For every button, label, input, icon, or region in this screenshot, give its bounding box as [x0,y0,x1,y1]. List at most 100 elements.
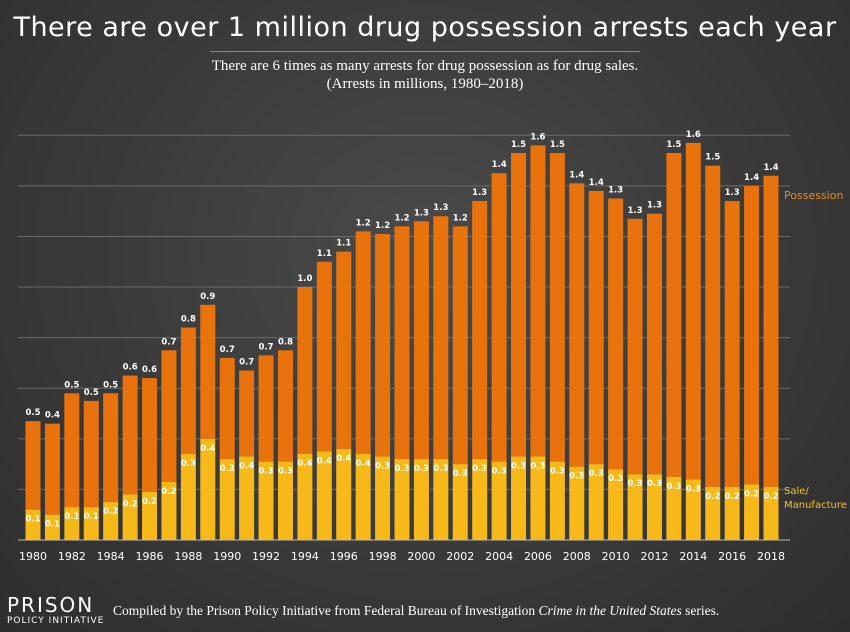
chart-title: There are over 1 million drug possession… [13,12,837,43]
sale-bar [685,479,701,540]
possession-bar [705,165,721,487]
possession-value-label: 1.4 [744,173,759,183]
possession-value-label: 1.3 [472,188,487,198]
possession-bar [666,153,682,477]
possession-bar [413,221,429,460]
sale-value-label: 0.3 [550,467,565,477]
possession-bar [83,400,99,508]
sale-bar [142,491,158,540]
sale-bar [724,486,740,540]
sale-value-label: 0.4 [297,459,312,469]
sale-value-label: 0.3 [589,469,604,479]
prison-policy-logo: PRISON POLICY INITIATIVE [7,594,104,627]
sale-value-label: 0.3 [666,482,681,492]
possession-bar [122,375,138,495]
possession-value-label: 0.7 [239,358,254,368]
sale-value-label: 0.2 [142,497,157,507]
sale-value-label: 0.2 [725,492,740,502]
x-tick-label: 2010 [602,550,630,563]
source-italic: Crime in the United States [538,603,682,618]
sale-value-label: 0.3 [414,464,429,474]
sale-value-label: 0.1 [84,512,99,522]
possession-value-label: 1.3 [414,208,429,218]
sale-value-label: 0.4 [356,459,371,469]
legend-possession: Possession [784,189,843,202]
sale-value-label: 0.3 [530,462,545,472]
possession-bar [472,201,488,460]
possession-bar [433,216,449,460]
possession-bar [180,327,196,454]
possession-value-label: 0.4 [45,411,60,421]
sale-bar [277,461,293,540]
sale-bar [763,486,779,540]
sale-value-label: 0.3 [375,462,390,472]
possession-bar [530,145,546,457]
possession-bar [608,198,624,470]
possession-value-label: 1.6 [530,132,545,142]
possession-value-label: 0.6 [123,363,138,373]
source-note: Compiled by the Prison Policy Initiative… [113,603,719,619]
sale-value-label: 0.4 [336,454,351,464]
logo-line-2: POLICY INITIATIVE [7,616,105,626]
sale-bar [608,469,624,540]
sale-value-label: 0.3 [181,459,196,469]
possession-bar [258,355,274,462]
sale-bar [64,507,80,540]
possession-bar [44,423,60,515]
possession-bar [394,226,410,460]
x-tick-label: 1990 [213,550,241,563]
sale-value-label: 0.1 [64,512,79,522]
sale-value-label: 0.2 [103,507,118,517]
sale-value-label: 0.3 [647,479,662,489]
sale-value-label: 0.1 [45,520,60,530]
possession-bar [316,261,332,452]
x-tick-label: 2018 [757,550,785,563]
sale-value-label: 0.2 [123,499,138,509]
x-tick-label: 1988 [174,550,202,563]
possession-value-label: 1.4 [569,170,584,180]
possession-value-label: 0.7 [220,345,235,355]
sale-bar [627,474,643,540]
possession-value-label: 0.9 [200,292,215,302]
sale-bar [569,466,585,540]
possession-value-label: 1.3 [608,186,623,196]
sale-bar [588,464,604,540]
sale-value-label: 0.3 [608,474,623,484]
title-divider [210,51,640,52]
possession-bar [744,185,760,485]
sale-value-label: 0.3 [453,469,468,479]
sale-value-label: 0.4 [239,462,254,472]
sale-bar [472,459,488,540]
possession-value-label: 1.5 [511,140,526,150]
possession-value-label: 0.5 [25,408,40,418]
x-tick-label: 2004 [485,550,513,563]
sale-value-label: 0.3 [511,462,526,472]
sale-bar [511,456,527,540]
possession-value-label: 1.0 [297,274,312,284]
sale-bar [122,494,138,540]
sale-bar [355,454,371,540]
possession-value-label: 1.5 [705,153,720,163]
possession-value-label: 1.5 [550,140,565,150]
sale-bar [336,448,352,540]
possession-bar [64,393,80,508]
sale-bar [200,438,216,540]
sale-value-label: 0.3 [472,464,487,474]
possession-value-label: 1.2 [356,218,371,228]
sale-bar [239,456,255,540]
sale-bar [433,459,449,540]
sale-value-label: 0.3 [628,479,643,489]
sale-value-label: 0.1 [25,515,40,525]
possession-bar [142,378,158,492]
sale-value-label: 0.2 [161,487,176,497]
possession-value-label: 0.7 [161,337,176,347]
possession-value-label: 1.1 [336,239,351,249]
subtitle-line-2: (Arrests in millions, 1980–2018) [326,76,524,92]
possession-bar [452,226,468,465]
x-tick-label: 1986 [136,550,164,563]
legend-sale-line-2: Manufacture [784,500,847,511]
sale-value-label: 0.3 [569,472,584,482]
possession-bar [763,175,779,487]
sale-value-label: 0.4 [317,456,332,466]
possession-bar [375,233,391,457]
